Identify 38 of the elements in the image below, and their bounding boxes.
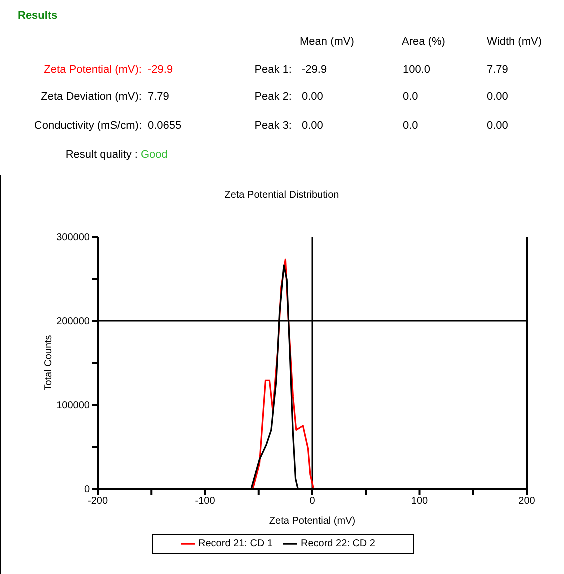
text: -29.9 <box>302 64 328 76</box>
text: 0.00 <box>302 91 324 103</box>
text: Peak 3: <box>254 120 292 132</box>
text: Peak 2: <box>254 91 292 103</box>
text: Mean (mV) <box>300 36 354 48</box>
text: Area (%) <box>402 36 446 48</box>
text: Zeta Deviation (mV): <box>41 91 142 103</box>
x-tick-label: 100 <box>411 496 429 508</box>
text: Zeta Potential (mV): <box>44 64 142 76</box>
text: Results <box>18 10 58 22</box>
text: -29.9 <box>148 64 174 76</box>
text: 100.0 <box>403 64 431 76</box>
y-tick-label: 300000 <box>56 232 90 244</box>
text: Peak 1: <box>254 64 292 76</box>
y-axis-title: Total Counts <box>44 335 55 391</box>
text: Result quality : <box>66 149 138 161</box>
x-tick-label: -200 <box>88 496 108 508</box>
x-tick-label: 200 <box>518 496 536 508</box>
text: 0.00 <box>487 91 508 103</box>
text: 0.0 <box>403 120 418 132</box>
text: 0.0655 <box>148 120 182 132</box>
y-tick-label: 0 <box>84 484 90 496</box>
y-tick-label: 200000 <box>56 316 90 328</box>
text: 7.79 <box>487 64 508 76</box>
legend-label: Record 21: CD 1 <box>198 538 273 550</box>
legend-label: Record 22: CD 2 <box>301 538 376 550</box>
text: Good <box>141 149 168 161</box>
text: 0.00 <box>487 120 508 132</box>
text: 0.0 <box>403 91 418 103</box>
x-tick-label: 0 <box>310 496 316 508</box>
text: 0.00 <box>302 120 324 132</box>
text: Conductivity (mS/cm): <box>34 120 142 132</box>
text: 7.79 <box>148 91 170 103</box>
y-tick-label: 100000 <box>56 400 90 412</box>
chart-title: Zeta Potential Distribution <box>224 190 340 201</box>
x-tick-label: -100 <box>195 496 216 508</box>
text: Width (mV) <box>487 36 542 48</box>
x-axis-title: Zeta Potential (mV) <box>269 516 356 527</box>
